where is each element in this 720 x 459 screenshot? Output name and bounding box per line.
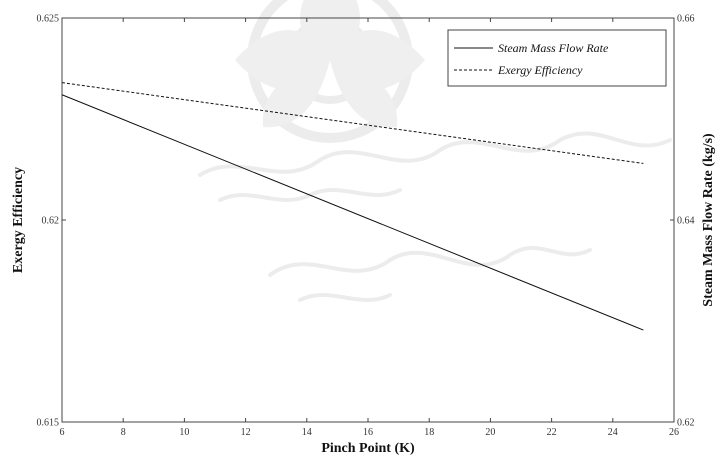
left-y-axis-title: Exergy Efficiency	[11, 167, 26, 273]
right-y-axis-ticks: 0.62 0.64 0.66	[670, 14, 695, 429]
x-tick-label: 6	[60, 427, 65, 438]
x-axis-title: Pinch Point (K)	[321, 441, 415, 456]
x-tick-label: 14	[302, 427, 312, 438]
watermark	[198, 0, 672, 302]
x-tick-label: 24	[608, 427, 618, 438]
right-y-tick-label: 0.64	[677, 216, 695, 227]
watermark-seal-icon	[235, 0, 425, 143]
x-axis-ticks: 6 8 10 12 14 16 18 20 22 24 26	[60, 18, 679, 438]
x-tick-label: 26	[669, 427, 679, 438]
x-tick-label: 10	[179, 427, 189, 438]
series-layer	[61, 82, 644, 331]
series-line-steam-mass-flow-rate	[61, 94, 644, 331]
left-y-tick-label: 0.62	[42, 216, 60, 227]
legend-box	[447, 29, 667, 87]
right-y-tick-label: 0.66	[677, 14, 695, 25]
legend-label-steam: Steam Mass Flow Rate	[498, 41, 609, 55]
x-tick-label: 8	[121, 427, 126, 438]
legend: Steam Mass Flow Rate Exergy Efficiency	[447, 29, 667, 87]
legend-label-exergy: Exergy Efficiency	[497, 63, 583, 77]
x-tick-label: 22	[547, 427, 557, 438]
x-tick-label: 20	[485, 427, 495, 438]
left-y-tick-label: 0.625	[37, 14, 60, 25]
right-y-tick-label: 0.62	[677, 418, 695, 429]
x-tick-label: 16	[363, 427, 373, 438]
x-tick-label: 12	[241, 427, 251, 438]
watermark-script-icon	[198, 131, 672, 302]
x-tick-label: 18	[424, 427, 434, 438]
left-y-axis-ticks: 0.615 0.62 0.625	[37, 14, 66, 429]
right-y-axis-title: Steam Mass Flow Rate (kg/s)	[701, 133, 716, 307]
series-line-exergy-efficiency	[61, 82, 644, 164]
left-y-tick-label: 0.615	[37, 418, 60, 429]
